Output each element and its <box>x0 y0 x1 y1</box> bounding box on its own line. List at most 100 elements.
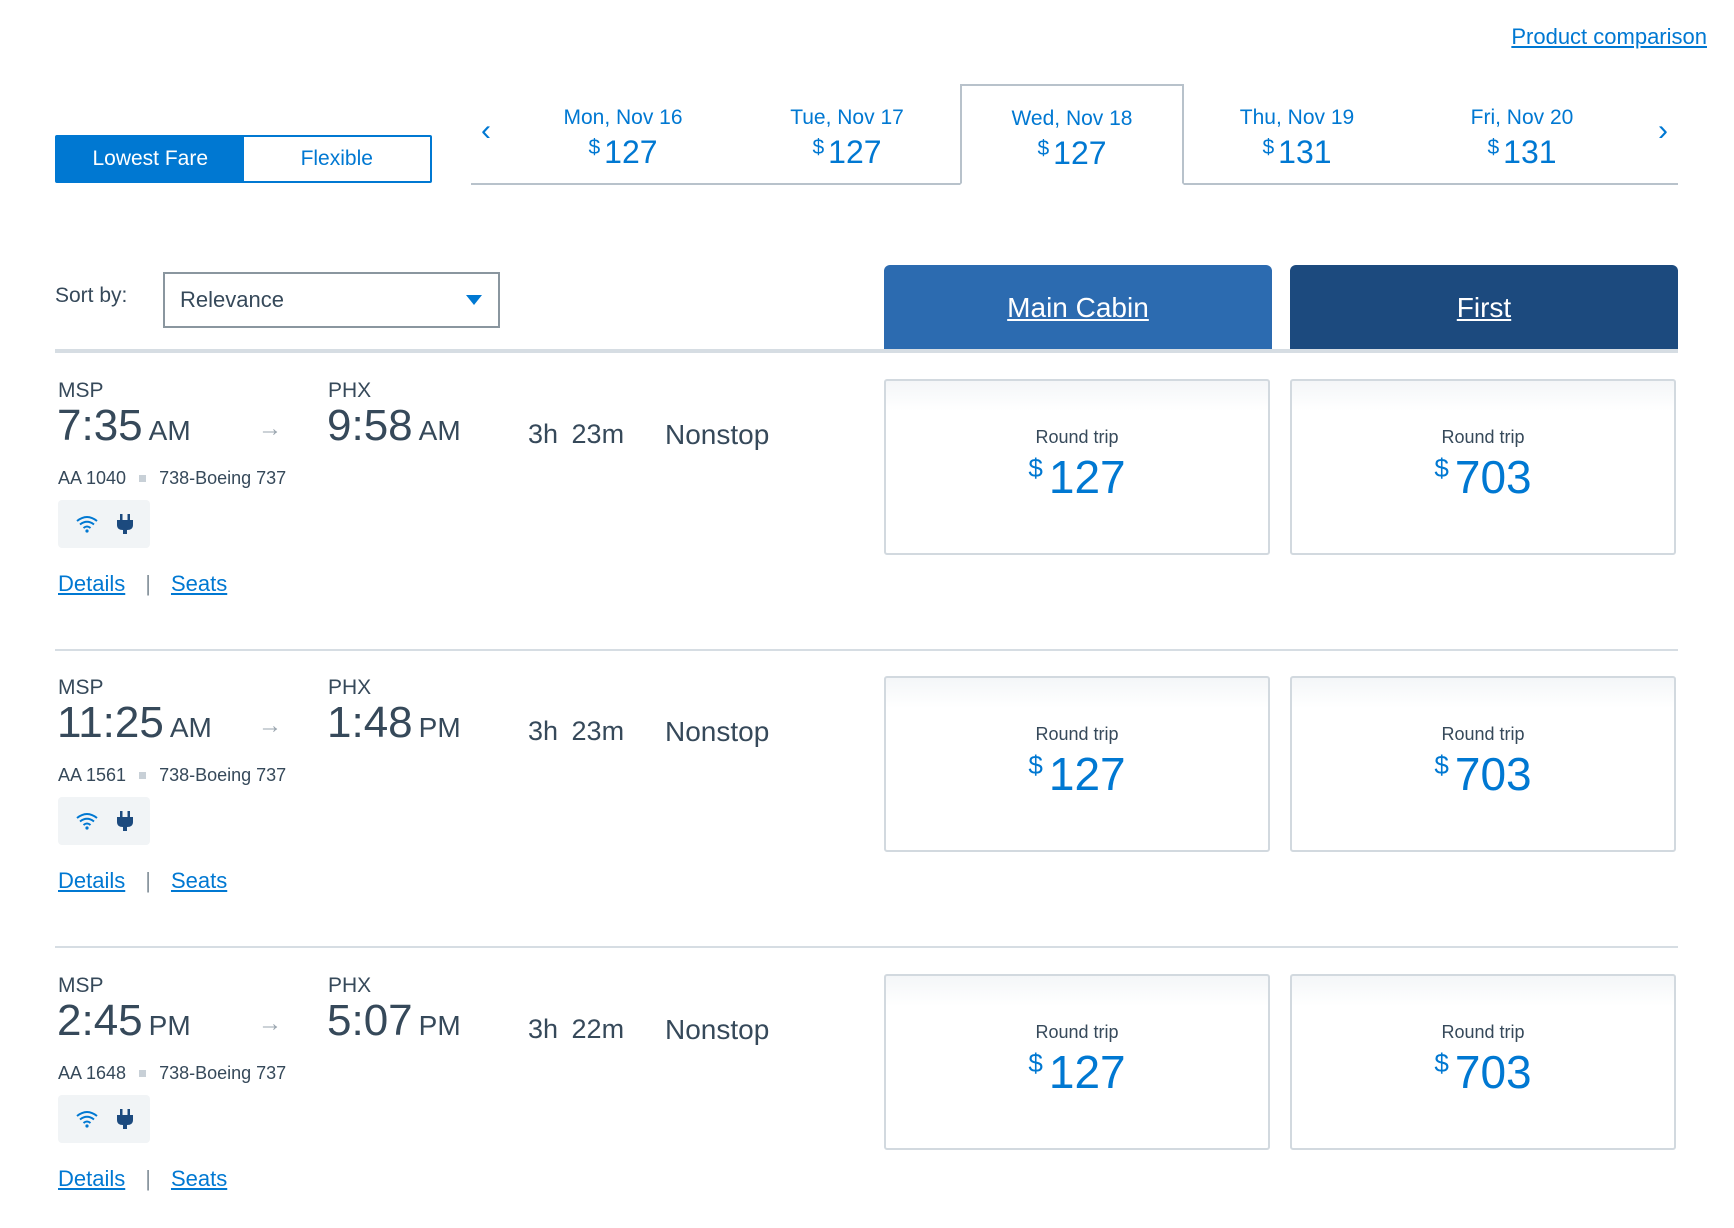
arrival-time-value: 5:07 <box>327 996 413 1045</box>
currency-symbol: $ <box>1434 453 1449 483</box>
fare-price: $703 <box>1292 747 1674 801</box>
details-link[interactable]: Details <box>58 571 126 596</box>
currency-symbol: $ <box>1028 1048 1043 1078</box>
date-tab[interactable]: Fri, Nov 20 $131 <box>1410 86 1634 185</box>
power-outlet-icon <box>116 811 133 831</box>
arrival-time: 9:58 AM <box>327 401 461 451</box>
flexible-fare-option[interactable]: Flexible <box>300 147 373 170</box>
main-cabin-fare[interactable]: Round trip $127 <box>884 974 1270 1150</box>
chevron-left-icon[interactable]: ‹ <box>481 114 491 147</box>
arrival-time: 1:48 PM <box>327 698 461 748</box>
row-divider <box>55 649 1678 651</box>
main-cabin-fare[interactable]: Round trip $127 <box>884 676 1270 852</box>
flight-duration: 3h 22m <box>528 1014 625 1044</box>
first-cabin-fare[interactable]: Round trip $703 <box>1290 379 1676 555</box>
price-value: 127 <box>1048 748 1126 800</box>
aircraft-type: 738-Boeing 737 <box>159 765 287 785</box>
date-price: $131 <box>1185 134 1409 171</box>
sort-label: Sort by: <box>55 284 128 307</box>
departure-time-value: 7:35 <box>57 401 143 450</box>
flight-meta: AA 1040 738-Boeing 737 <box>58 468 286 489</box>
first-cabin-fare[interactable]: Round trip $703 <box>1290 974 1676 1150</box>
price-value: 703 <box>1454 748 1532 800</box>
date-label: Tue, Nov 17 <box>790 106 904 129</box>
caret-down-icon <box>466 295 482 305</box>
arrival-ampm: AM <box>418 415 461 446</box>
departure-ampm: AM <box>148 415 191 446</box>
fare-label: Round trip <box>1441 427 1525 447</box>
price-value: 127 <box>1048 1046 1126 1098</box>
details-link[interactable]: Details <box>58 868 126 893</box>
arrow-right-icon: → <box>258 712 282 739</box>
currency-symbol: $ <box>1028 750 1043 780</box>
origin-code: MSP <box>58 974 104 997</box>
stops-label: Nonstop <box>665 1014 770 1045</box>
amenities <box>58 797 150 845</box>
flight-row: MSP 2:45 PM → PHX 5:07 PM 3h 22m Nonstop A… <box>55 948 1678 1228</box>
fare-label: Round trip <box>1035 1022 1119 1042</box>
amenities <box>58 500 150 548</box>
currency-symbol: $ <box>588 136 601 159</box>
wifi-icon <box>75 516 98 533</box>
sort-dropdown[interactable]: Relevance <box>163 272 500 328</box>
price-value: 703 <box>1454 1046 1532 1098</box>
seats-link[interactable]: Seats <box>170 571 228 596</box>
flight-row: MSP 11:25 AM → PHX 1:48 PM 3h 23m Nonstop … <box>55 650 1678 948</box>
date-tab[interactable]: Tue, Nov 17 $127 <box>735 86 959 185</box>
arrival-ampm: PM <box>418 712 461 743</box>
departure-ampm: AM <box>169 712 212 743</box>
link-separator: | <box>145 571 151 596</box>
power-outlet-icon <box>116 1109 133 1129</box>
price-value: 127 <box>1053 135 1107 171</box>
date-tab[interactable]: Thu, Nov 19 $131 <box>1185 86 1409 185</box>
seats-link[interactable]: Seats <box>170 1166 228 1191</box>
date-tab-selected[interactable]: Wed, Nov 18 $127 <box>960 84 1184 185</box>
date-tab[interactable]: Mon, Nov 16 $127 <box>511 86 735 185</box>
first-cabin-fare[interactable]: Round trip $703 <box>1290 676 1676 852</box>
flight-number: AA 1648 <box>58 1063 127 1083</box>
currency-symbol: $ <box>1434 750 1449 780</box>
fare-price: $703 <box>1292 450 1674 504</box>
origin-code: MSP <box>58 379 104 402</box>
destination-code: PHX <box>328 379 372 402</box>
chevron-right-icon[interactable]: › <box>1658 114 1668 147</box>
arrival-time-value: 9:58 <box>327 401 413 450</box>
date-price: $127 <box>511 134 735 171</box>
seats-link[interactable]: Seats <box>170 868 228 893</box>
price-value: 703 <box>1454 451 1532 503</box>
departure-time: 11:25 AM <box>57 698 212 748</box>
main-cabin-header[interactable]: Main Cabin <box>884 265 1272 351</box>
aircraft-type: 738-Boeing 737 <box>159 468 287 488</box>
price-value: 127 <box>604 134 658 170</box>
stops-label: Nonstop <box>665 419 770 450</box>
price-value: 131 <box>1278 134 1332 170</box>
separator-dot <box>139 475 147 482</box>
row-divider <box>55 946 1678 948</box>
fare-price: $127 <box>886 450 1268 504</box>
flight-row: MSP 7:35 AM → PHX 9:58 AM 3h 23m Nonstop A… <box>55 353 1678 651</box>
separator-dot <box>139 772 147 779</box>
fare-label: Round trip <box>1441 1022 1525 1042</box>
departure-time: 2:45 PM <box>57 996 191 1046</box>
fare-price: $127 <box>886 1045 1268 1099</box>
currency-symbol: $ <box>1028 453 1043 483</box>
fare-price: $703 <box>1292 1045 1674 1099</box>
fare-type-toggle: Lowest Fare Flexible <box>55 135 432 183</box>
first-cabin-header[interactable]: First <box>1290 265 1678 351</box>
header-divider <box>55 349 1678 353</box>
origin-code: MSP <box>58 676 104 699</box>
main-cabin-fare[interactable]: Round trip $127 <box>884 379 1270 555</box>
wifi-icon <box>75 1111 98 1128</box>
currency-symbol: $ <box>1262 136 1275 159</box>
arrow-right-icon: → <box>258 1010 282 1037</box>
flight-meta: AA 1648 738-Boeing 737 <box>58 1063 286 1084</box>
date-selector: ‹ Mon, Nov 16 $127 Tue, Nov 17 $127 Wed,… <box>471 84 1678 185</box>
arrival-time-value: 1:48 <box>327 698 413 747</box>
details-link[interactable]: Details <box>58 1166 126 1191</box>
lowest-fare-option[interactable]: Lowest Fare <box>57 137 244 181</box>
arrival-time: 5:07 PM <box>327 996 461 1046</box>
row-links: Details | Seats <box>58 571 227 597</box>
date-label: Wed, Nov 18 <box>1011 107 1133 130</box>
product-comparison-link[interactable]: Product comparison <box>1511 24 1707 49</box>
date-label: Fri, Nov 20 <box>1470 106 1574 129</box>
